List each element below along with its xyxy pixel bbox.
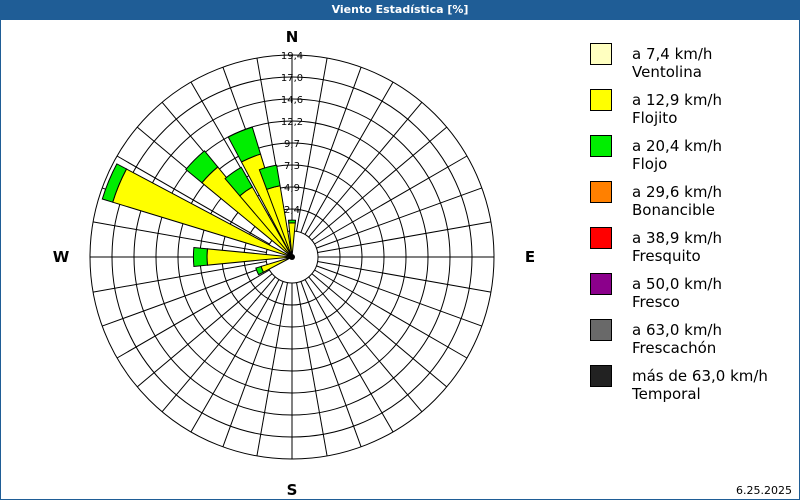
grid-spoke	[308, 276, 423, 413]
rose-petal	[258, 164, 281, 190]
grid-spoke	[304, 279, 394, 433]
legend-speed-label: a 29,6 km/h	[632, 183, 722, 201]
legend-speed-label: a 12,9 km/h	[632, 91, 722, 109]
grid-spoke	[116, 269, 270, 359]
legend-item: a 38,9 km/h Fresquito	[588, 224, 793, 270]
grid-spoke	[116, 155, 270, 245]
grid-spoke	[136, 273, 273, 388]
grid-spoke	[300, 67, 362, 233]
legend-speed-label: a 63,0 km/h	[632, 321, 722, 339]
rose-center	[289, 254, 295, 260]
compass-label-e: E	[525, 248, 535, 266]
legend-speed-label: más de 63,0 km/h	[632, 367, 768, 385]
legend-name-label: Fresco	[632, 293, 680, 311]
radial-tick-label: 9,7	[284, 139, 300, 150]
legend-item: a 12,9 km/h Flojito	[588, 86, 793, 132]
legend-item: a 29,6 km/h Bonancible	[588, 178, 793, 224]
grid-spoke	[311, 273, 448, 388]
grid-spoke	[92, 221, 267, 253]
grid-spoke	[161, 276, 276, 413]
grid-spoke	[316, 187, 482, 249]
window-title: Viento Estadística [%]	[0, 0, 800, 20]
legend-speed-label: a 38,9 km/h	[632, 229, 722, 247]
legend-speed-label: a 20,4 km/h	[632, 137, 722, 155]
legend-item: a 20,4 km/h Flojo	[588, 132, 793, 178]
radial-tick-label: 7,3	[284, 161, 300, 172]
grid-spoke	[92, 261, 267, 293]
grid-spoke	[314, 155, 468, 245]
rose-petal	[101, 163, 128, 203]
radial-tick-label: 14,6	[281, 95, 303, 106]
legend: a 7,4 km/h Ventolina a 12,9 km/h Flojito a 2…	[588, 40, 793, 408]
compass-label-w: W	[53, 248, 70, 266]
legend-item: más de 63,0 km/h Temporal	[588, 362, 793, 408]
legend-item: a 63,0 km/h Frescachón	[588, 316, 793, 362]
radial-tick-label: 19,4	[281, 51, 303, 62]
legend-item: a 7,4 km/h Ventolina	[588, 40, 793, 86]
legend-swatch	[590, 181, 612, 203]
legend-name-label: Fresquito	[632, 247, 701, 265]
legend-name-label: Flojo	[632, 155, 668, 173]
grid-spoke	[190, 279, 280, 433]
legend-swatch	[590, 43, 612, 65]
radial-tick-label: 17,0	[281, 73, 303, 84]
legend-swatch	[590, 89, 612, 111]
legend-name-label: Temporal	[632, 385, 701, 403]
grid-spoke	[316, 265, 482, 327]
grid-spoke	[317, 221, 492, 253]
grid-spoke	[300, 281, 362, 447]
legend-name-label: Frescachón	[632, 339, 717, 357]
legend-name-label: Flojito	[632, 109, 678, 127]
footer-date: 6.25.2025	[736, 484, 792, 497]
legend-speed-label: a 7,4 km/h	[632, 45, 713, 63]
wind-rose-chart: 2,4 4,9 7,3 9,7 12,2 14,6 17,0 19,4 N E S W	[53, 28, 535, 499]
radial-tick-label: 12,2	[281, 117, 303, 128]
rose-petal	[255, 265, 265, 276]
grid-spoke	[296, 282, 328, 457]
grid-spoke	[304, 81, 394, 235]
legend-swatch	[590, 135, 612, 157]
grid-spoke	[308, 101, 423, 238]
radial-tick-label: 4,9	[284, 183, 300, 194]
legend-name-label: Ventolina	[632, 63, 702, 81]
rose-petal	[224, 166, 254, 197]
rose-petal	[227, 126, 262, 163]
compass-label-s: S	[287, 481, 298, 499]
legend-swatch	[590, 227, 612, 249]
grid-spoke	[311, 126, 448, 241]
legend-swatch	[590, 273, 612, 295]
legend-swatch	[590, 319, 612, 341]
grid-spoke	[102, 265, 268, 327]
grid-spoke	[296, 57, 328, 232]
grid-spoke	[256, 282, 288, 457]
compass-label-n: N	[286, 28, 299, 46]
grid-spoke	[314, 269, 468, 359]
grid-spoke	[222, 281, 284, 447]
rose-petal	[192, 247, 208, 267]
legend-speed-label: a 50,0 km/h	[632, 275, 722, 293]
rose-petal	[185, 150, 219, 184]
legend-swatch	[590, 365, 612, 387]
radial-tick-label: 2,4	[284, 205, 300, 216]
grid-spoke	[317, 261, 492, 293]
rose-petal	[287, 219, 297, 224]
legend-name-label: Bonancible	[632, 201, 716, 219]
legend-item: a 50,0 km/h Fresco	[588, 270, 793, 316]
